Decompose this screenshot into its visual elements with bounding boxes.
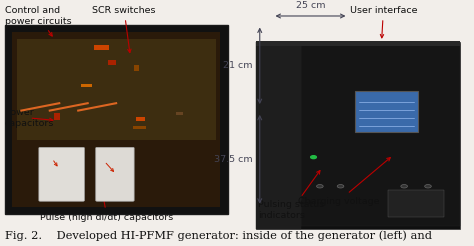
- FancyBboxPatch shape: [356, 91, 418, 132]
- Circle shape: [425, 184, 431, 188]
- FancyBboxPatch shape: [176, 112, 183, 115]
- Text: Power
capacitors: Power capacitors: [5, 108, 54, 128]
- FancyBboxPatch shape: [388, 190, 444, 217]
- FancyBboxPatch shape: [301, 44, 460, 226]
- Text: Fig. 2.    Developed HI-PFMF generator: inside of the generator (left) and: Fig. 2. Developed HI-PFMF generator: ins…: [5, 230, 432, 241]
- FancyBboxPatch shape: [12, 32, 220, 207]
- Text: 37.5 cm: 37.5 cm: [214, 155, 253, 164]
- FancyBboxPatch shape: [108, 60, 116, 65]
- Circle shape: [317, 184, 323, 188]
- FancyBboxPatch shape: [256, 42, 460, 229]
- Text: Control and
power circuits: Control and power circuits: [5, 6, 72, 36]
- Circle shape: [401, 184, 408, 188]
- Text: Pulsing status
indicators: Pulsing status indicators: [258, 170, 325, 220]
- Text: 25 cm: 25 cm: [296, 1, 325, 10]
- FancyBboxPatch shape: [81, 84, 92, 88]
- Circle shape: [337, 184, 344, 188]
- Text: Pulse (high di/dt) capacitors: Pulse (high di/dt) capacitors: [40, 166, 173, 222]
- FancyBboxPatch shape: [5, 25, 228, 214]
- FancyBboxPatch shape: [134, 65, 139, 71]
- FancyBboxPatch shape: [256, 42, 301, 229]
- FancyBboxPatch shape: [54, 113, 60, 120]
- FancyBboxPatch shape: [133, 126, 146, 129]
- Text: 21 cm: 21 cm: [223, 61, 253, 70]
- FancyBboxPatch shape: [256, 41, 460, 46]
- FancyBboxPatch shape: [96, 147, 134, 201]
- Text: SCR switches: SCR switches: [92, 6, 156, 53]
- FancyBboxPatch shape: [17, 39, 216, 140]
- Text: User interface: User interface: [350, 6, 417, 38]
- FancyBboxPatch shape: [39, 147, 84, 201]
- Text: Charging voltage: Charging voltage: [298, 158, 391, 206]
- FancyBboxPatch shape: [93, 45, 109, 50]
- FancyBboxPatch shape: [137, 117, 145, 121]
- Circle shape: [310, 156, 316, 159]
